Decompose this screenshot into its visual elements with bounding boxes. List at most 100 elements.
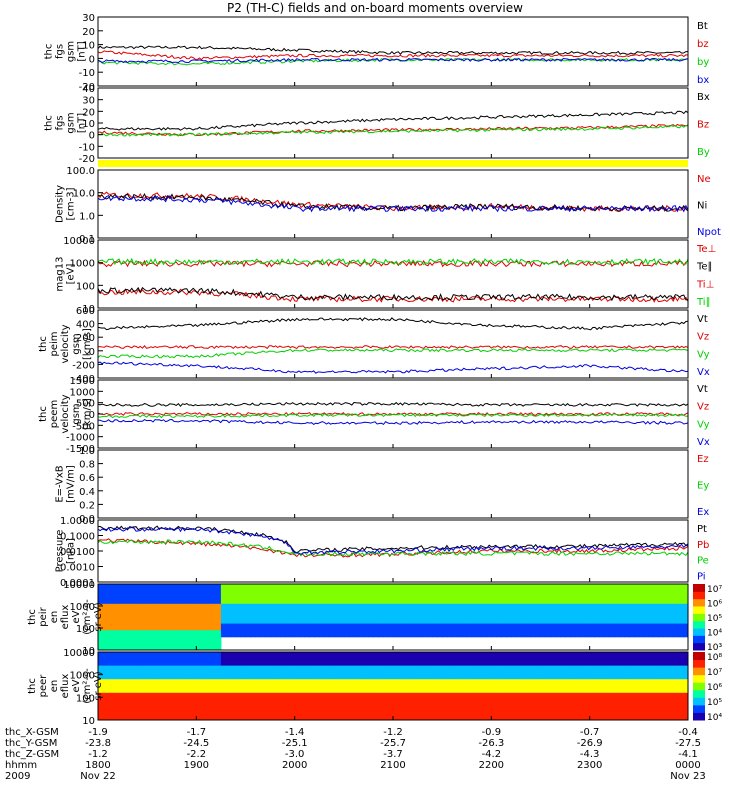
heatmap-cell [397,692,404,701]
heatmap-cell [412,699,419,707]
heatmap-cell [486,699,492,707]
heatmap-cell [452,692,458,701]
heatmap-cell [501,672,507,680]
heatmap-cell [304,665,310,673]
heatmap-cell [279,699,286,707]
heatmap-cell [402,623,409,631]
heatmap-cell [506,590,512,598]
heatmap-cell [137,652,143,660]
heatmap-cell [619,679,625,687]
heatmap-cell [265,652,271,660]
heatmap-cell [304,610,310,618]
heatmap-cell [461,603,468,611]
heatmap-cell [432,679,438,687]
heatmap-cell [368,584,374,592]
heatmap-cell [555,686,561,694]
heatmap-cell [378,610,384,618]
heatmap-cell [427,630,433,638]
heatmap-cell [383,590,389,598]
heatmap-cell [343,630,350,638]
heatmap-cell [279,584,286,592]
heatmap-cell [658,699,664,707]
series-Pt [97,525,689,554]
heatmap-cell [545,623,551,631]
heatmap-cell [216,665,222,673]
heatmap-cell [442,679,448,687]
heatmap-cell [279,665,286,673]
heatmap-cell [196,623,202,631]
heatmap-cell [648,679,655,687]
heatmap-cell [137,706,143,714]
heatmap-cell [437,623,443,631]
heatmap-cell [594,610,600,618]
x-axis-value: -25.1 [282,738,308,749]
heatmap-cell [176,692,183,701]
heatmap-cell [397,617,404,625]
heatmap-cell [348,699,355,707]
heatmap-cell [550,623,556,631]
heatmap-cell [624,692,630,701]
heatmap-cell [417,610,423,618]
heatmap-cell [530,672,537,680]
heatmap-cell [663,665,669,673]
y-axis-label: [eV] [66,264,77,285]
heatmap-cell [255,603,261,611]
heatmap-cell [427,679,433,687]
heatmap-cell [594,630,600,638]
heatmap-cell [289,713,296,721]
heatmap-cell [191,630,197,638]
heatmap-cell [402,692,409,701]
heatmap-cell [373,597,379,605]
heatmap-cell [393,679,399,687]
heatmap-cell [127,692,133,701]
heatmap-cell [137,713,143,721]
y-tick-label: -10 [79,68,95,79]
heatmap-cell [201,584,207,592]
heatmap-cell [476,692,482,701]
heatmap-cell [570,692,576,701]
heatmap-cell [535,713,541,721]
heatmap-cell [496,699,502,707]
heatmap-cell [407,630,414,638]
heatmap-cell [216,630,222,638]
heatmap-cell [496,630,502,638]
heatmap-cell [314,686,320,694]
heatmap-cell [220,699,227,707]
heatmap-cell [270,610,276,618]
heatmap-cell [284,665,291,673]
heatmap-cell [456,652,463,660]
heatmap-cell [157,652,163,660]
heatmap-cell [235,672,242,680]
heatmap-cell [515,658,522,667]
heatmap-cell [161,713,168,721]
heatmap-cell [186,623,192,631]
heatmap-cell [216,706,222,714]
heatmap-cell [240,713,246,721]
heatmap-cell [314,658,320,667]
heatmap-cell [216,610,222,618]
heatmap-cell [343,665,350,673]
heatmap-cell [176,617,183,625]
heatmap-cell [220,652,227,660]
heatmap-cell [270,590,276,598]
heatmap-cell [501,652,507,660]
heatmap-cell [127,584,133,592]
heatmap-cell [107,636,114,644]
y-axis-label: eV [71,679,82,692]
heatmap-cell [142,590,148,598]
heatmap-cell [265,623,271,631]
heatmap-cell [447,603,453,611]
y-axis-label: gsm [66,41,77,62]
heatmap-cell [304,630,310,638]
heatmap-cell [383,597,389,605]
heatmap-cell [442,617,448,625]
heatmap-cell [112,699,119,707]
heatmap-cell [417,699,423,707]
heatmap-cell [388,692,394,701]
heatmap-cell [235,652,242,660]
heatmap-cell [373,672,379,680]
legend-item: Vt [697,314,708,325]
heatmap-cell [466,679,473,687]
x-axis-value: -3.0 [285,749,305,760]
heatmap-cell [230,658,237,667]
